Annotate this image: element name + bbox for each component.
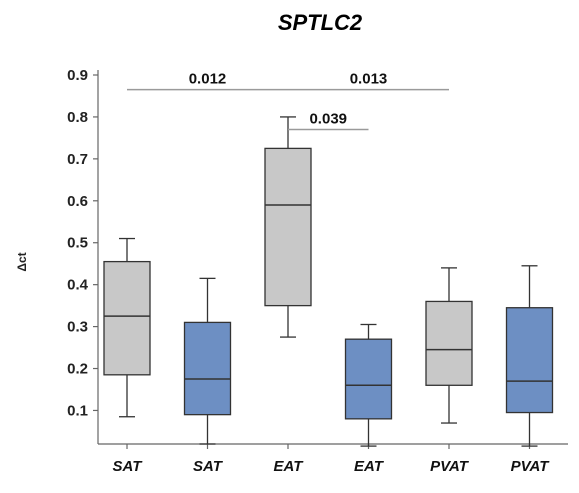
x-tick-label: PVAT (511, 458, 551, 475)
x-tick-label: SAT (113, 458, 144, 475)
box-4 (425, 267, 473, 424)
chart-title: SPTLC2 (278, 10, 363, 35)
box-iqr (264, 147, 312, 307)
significance-brackets: 0.012 0.013 0.039 (127, 71, 449, 131)
y-tick-label: 0.3 (67, 319, 88, 336)
box-0 (103, 237, 151, 418)
box-iqr (425, 300, 473, 386)
x-tick-label: EAT (274, 458, 305, 475)
box-2 (264, 116, 312, 338)
box-3 (344, 323, 393, 447)
x-tick-label: SAT (193, 458, 224, 475)
y-tick-label: 0.5 (67, 235, 88, 252)
box-iqr (183, 321, 232, 416)
x-tick-label: PVAT (430, 458, 470, 475)
y-tick-label: 0.6 (67, 193, 88, 210)
y-tick-label: 0.7 (67, 151, 88, 168)
box-iqr (344, 338, 393, 420)
boxes (103, 116, 554, 447)
y-axis: 0.1 0.2 0.3 0.4 0.5 0.6 0.7 0.8 0.9 (67, 67, 99, 444)
box-iqr (505, 307, 554, 414)
box-1 (183, 277, 232, 445)
significance-bracket-1: 0.013 (288, 71, 449, 91)
y-tick-label: 0.9 (67, 67, 88, 84)
y-tick-label: 0.1 (67, 402, 88, 419)
x-axis: SAT SAT EAT EAT PVAT PVAT (98, 443, 568, 475)
x-tick-label: EAT (354, 458, 385, 475)
significance-bracket-0: 0.012 (127, 71, 288, 91)
significance-bracket-2: 0.039 (288, 111, 369, 131)
p-value-label: 0.039 (309, 111, 347, 128)
box-5 (505, 265, 554, 447)
box-iqr (103, 260, 151, 376)
p-value-label: 0.012 (189, 71, 227, 88)
y-tick-label: 0.8 (67, 109, 88, 126)
y-axis-label: Δct (15, 252, 29, 271)
p-value-label: 0.013 (350, 71, 388, 88)
y-tick-label: 0.2 (67, 361, 88, 378)
y-tick-label: 0.4 (67, 277, 89, 294)
